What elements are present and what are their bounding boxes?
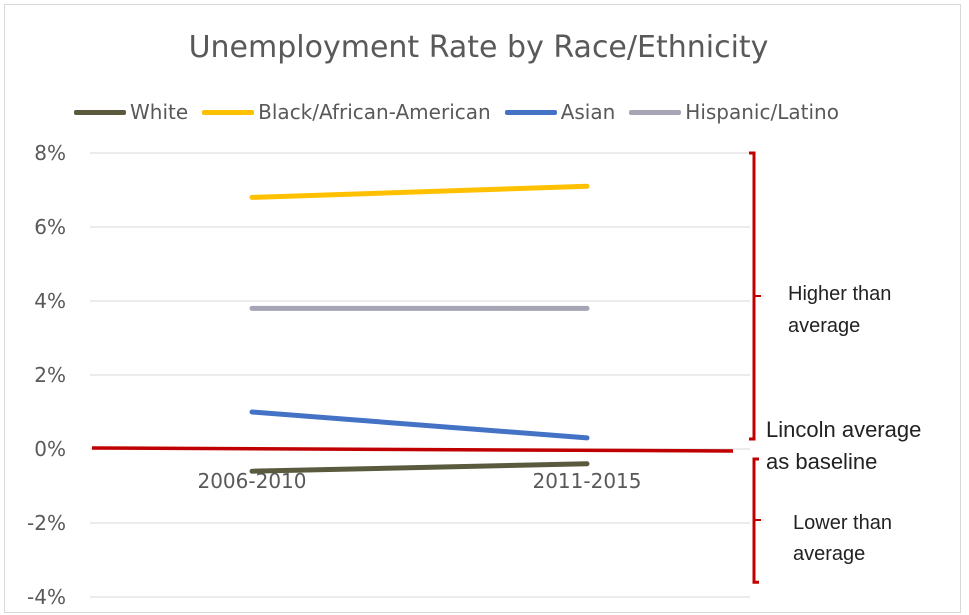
lower-than-average-annotation: Lower than average [793, 508, 943, 570]
chart-title: Unemployment Rate by Race/Ethnicity [188, 30, 769, 65]
legend-label: Hispanic/Latino [685, 100, 839, 124]
legend-swatch [629, 109, 682, 115]
baseline-annotation-line-2: as baseline [766, 449, 878, 474]
higher-bracket [749, 151, 756, 441]
higher-annotation-line-2: average [788, 315, 861, 337]
series-line-white [249, 461, 590, 474]
legend-item-white: White [74, 100, 188, 124]
y-tick-label: 4% [34, 289, 66, 313]
series-line-asian [249, 409, 590, 441]
x-tick-label: 2011-2015 [532, 469, 641, 493]
baseline-line [91, 446, 734, 453]
series-line-black-african-american [249, 183, 590, 200]
y-tick-label: 0% [34, 437, 66, 461]
legend-label: White [130, 100, 189, 124]
chart-legend: White Black/African-American Asian Hispanic… [74, 100, 853, 124]
legend-swatch [202, 109, 255, 115]
legend-swatch [74, 109, 126, 115]
y-tick-label: 6% [34, 215, 66, 239]
lower-annotation-line-1: Lower than [793, 512, 892, 534]
legend-label: Black/African-American [258, 100, 491, 124]
legend-swatch [504, 109, 557, 115]
legend-label: Asian [560, 100, 616, 124]
y-tick-label: 8% [34, 141, 66, 165]
legend-item-hispanic-latino: Hispanic/Latino [629, 100, 839, 124]
higher-than-average-annotation: Higher than average [788, 278, 938, 342]
legend-item-black-african-american: Black/African-American [202, 100, 491, 124]
lower-annotation-line-2: average [793, 543, 866, 565]
baseline-annotation: Lincoln average as baseline [766, 414, 966, 478]
higher-annotation-line-1: Higher than [788, 283, 892, 305]
y-tick-label: -2% [27, 511, 66, 535]
y-tick-label: -4% [27, 585, 66, 609]
y-tick-label: 2% [34, 363, 66, 387]
baseline-annotation-line-1: Lincoln average [766, 417, 922, 442]
legend-item-asian: Asian [504, 100, 616, 124]
